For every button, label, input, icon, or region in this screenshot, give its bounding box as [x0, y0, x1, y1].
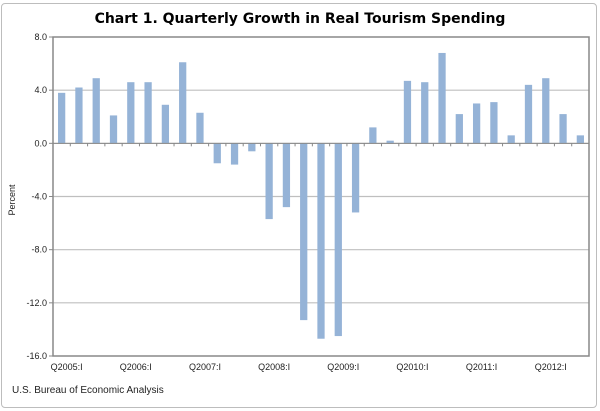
bar-Q2006:IV [179, 62, 187, 144]
x-tick-label: Q2005:I [51, 362, 83, 372]
bar-Q2009:II [351, 143, 360, 213]
bar-Q2010:IV [455, 114, 463, 144]
y-axis-label: Percent [7, 184, 17, 216]
bar-Q2005:I [58, 92, 66, 144]
bar-Q2011:III [507, 135, 515, 144]
x-tick-label: Q2012:I [535, 362, 567, 372]
bar-Q2005:II [75, 87, 83, 144]
bar-Q2007:I [196, 112, 204, 144]
y-tick-label: -8.0 [31, 245, 47, 255]
bar-Q2006:I [127, 82, 135, 144]
bar-Q2009:I [334, 143, 342, 337]
bar-Q2010:II [421, 82, 429, 144]
bar-Q2007:IV [248, 143, 256, 152]
bar-Q2008:IV [317, 143, 325, 339]
x-tick-label: Q2007:I [189, 362, 221, 372]
bar-Q2011:IV [524, 84, 533, 144]
bar-Q2008:II [282, 143, 291, 208]
chart-title: Chart 1. Quarterly Growth in Real Touris… [95, 11, 506, 27]
y-tick-label: 4.0 [34, 85, 47, 95]
bar-Q2007:II [213, 143, 221, 164]
bar-Q2007:III [230, 143, 239, 165]
y-tick-label: -4.0 [31, 192, 47, 202]
bar-Q2012:III [576, 135, 584, 144]
y-tick-label: -12.0 [26, 298, 47, 308]
bar-Q2010:I [403, 80, 412, 144]
bar-Q2005:IV [109, 115, 118, 144]
bar-Q2011:I [472, 103, 481, 144]
source-note: U.S. Bureau of Economic Analysis [12, 385, 164, 396]
x-tick-label: Q2011:I [466, 362, 497, 372]
bar-Q2006:III [161, 104, 170, 144]
bar-Q2008:I [265, 143, 273, 220]
bar-Q2009:III [369, 127, 377, 144]
bar-Q2009:IV [386, 140, 394, 144]
bar-Q2006:II [144, 82, 152, 144]
x-tick-label: Q2006:I [120, 362, 152, 372]
bar-Q2010:III [438, 52, 446, 144]
bar-Q2005:III [92, 78, 100, 144]
chart-frame [1, 3, 597, 408]
y-tick-label: 8.0 [34, 32, 47, 42]
x-tick-label: Q2010:I [396, 362, 428, 372]
x-tick-label: Q2009:I [327, 362, 359, 372]
bar-Q2011:II [490, 102, 498, 144]
y-tick-label: -16.0 [26, 351, 47, 361]
plot-area-border [52, 36, 590, 357]
bar-Q2012:II [559, 114, 567, 144]
x-tick-label: Q2008:I [258, 362, 290, 372]
bar-Q2008:III [300, 143, 308, 321]
y-tick-label: 0.0 [34, 138, 47, 148]
bar-Q2012:I [542, 78, 550, 144]
